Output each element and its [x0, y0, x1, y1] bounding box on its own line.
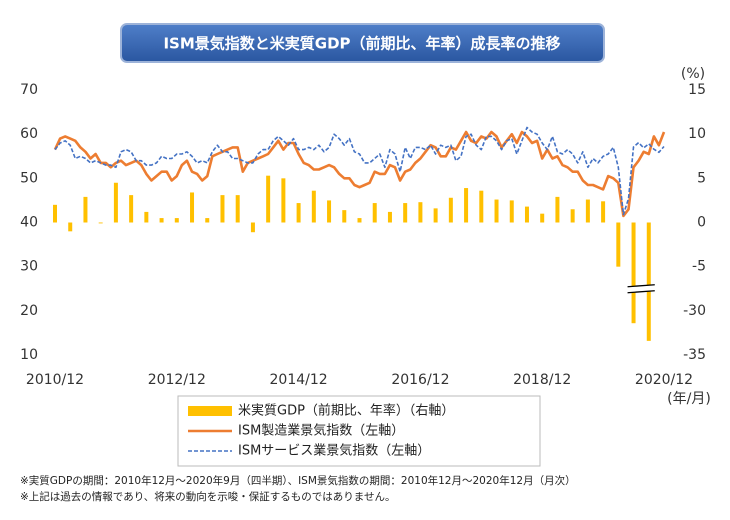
bar [281, 178, 286, 223]
bar [540, 213, 545, 223]
bar [174, 218, 179, 223]
bar [509, 200, 514, 223]
y2-tick-label: 5 [697, 170, 706, 186]
bar [311, 190, 316, 223]
y2-tick-label: -5 [692, 259, 706, 275]
legend-label: ISM製造業景気指数（左軸） [238, 423, 404, 439]
x-tick-label: 2014/12 [270, 372, 328, 388]
y-tick-label: 30 [20, 259, 38, 275]
axis-break [627, 290, 655, 294]
bar [418, 202, 423, 223]
bar [342, 210, 347, 223]
bar [296, 203, 301, 223]
x-tick-label: 2016/12 [391, 372, 449, 388]
bar [250, 222, 255, 233]
bar [327, 200, 332, 223]
legend-label: ISMサービス業景気指数（左軸） [238, 443, 430, 459]
bar [235, 195, 240, 223]
bar [220, 195, 225, 223]
y2-axis-label: (%) [681, 66, 705, 82]
bar [524, 206, 529, 223]
bar [555, 196, 560, 223]
axis-break [627, 284, 655, 288]
bar [159, 218, 164, 223]
x-tick-label: 2010/12 [26, 372, 84, 388]
bar [68, 222, 73, 232]
bar [387, 211, 392, 223]
y-tick-label: 60 [20, 126, 38, 142]
y-tick-label: 40 [20, 215, 38, 231]
legend-box [177, 395, 541, 467]
footnote: ※上記は過去の情報であり、将来の動向を示唆・保証するものではありません。 [20, 490, 395, 503]
y2-tick-label: -35 [683, 347, 706, 363]
bar [98, 222, 103, 224]
bar [357, 218, 362, 223]
bar [494, 199, 499, 223]
bar [601, 201, 606, 223]
x-axis-label: (年/月) [667, 391, 711, 407]
y2-tick-label: 0 [697, 215, 706, 231]
title-box [120, 23, 605, 63]
dashed-line [54, 126, 665, 216]
y-tick-label: 10 [20, 347, 38, 363]
x-tick-label: 2018/12 [513, 372, 571, 388]
bar [646, 222, 651, 341]
bar [113, 182, 118, 223]
bar [144, 211, 149, 223]
bar [372, 203, 377, 223]
bar [616, 222, 621, 267]
x-tick-label: 2012/12 [148, 372, 206, 388]
y2-tick-label: 15 [688, 82, 706, 98]
bar [464, 188, 469, 223]
bar [190, 192, 195, 223]
bar [53, 204, 57, 223]
bar [129, 195, 134, 223]
legend-label: 米実質GDP（前期比、年率）（右軸） [238, 403, 454, 419]
bar [570, 209, 575, 223]
bar [403, 203, 408, 223]
bar [433, 208, 438, 223]
footnote: ※実質GDPの期間：2010年12月～2020年9月（四半期）、ISM景気指数の… [20, 474, 576, 487]
bar [631, 222, 636, 324]
y2-tick-label: -30 [683, 303, 706, 319]
bar [83, 196, 88, 223]
bar [448, 197, 453, 223]
chart-title: ISM景気指数と米実質GDP（前期比、年率）成長率の推移 [163, 35, 560, 53]
legend-swatch [188, 406, 232, 416]
bar [266, 175, 271, 223]
bar [205, 218, 210, 223]
y-tick-label: 50 [20, 170, 38, 186]
bar [479, 190, 484, 223]
y-tick-label: 20 [20, 303, 38, 319]
y2-tick-label: 10 [688, 126, 706, 142]
line [53, 130, 666, 218]
x-tick-label: 2020/12 [635, 372, 693, 388]
y-tick-label: 70 [20, 82, 38, 98]
bar [585, 199, 590, 223]
